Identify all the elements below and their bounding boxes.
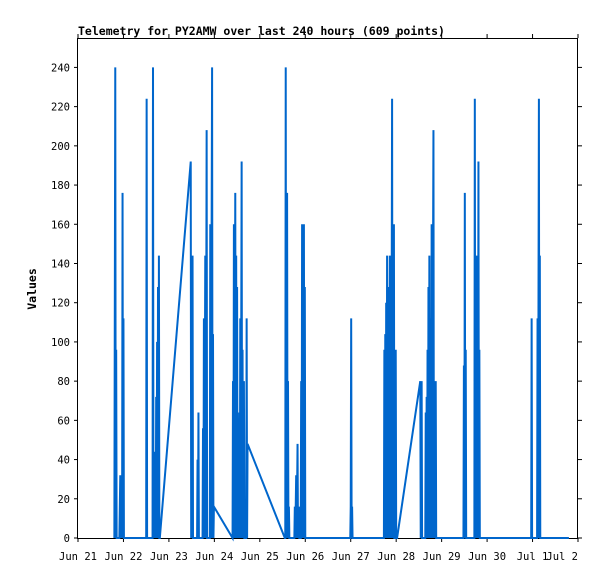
y-tick-label: 120: [51, 298, 70, 310]
y-axis-label: Values: [25, 268, 39, 310]
y-tick-label: 200: [51, 141, 70, 153]
y-tick-label: 40: [57, 455, 70, 467]
y-tick-label: 100: [51, 337, 70, 349]
y-tick-label: 20: [57, 494, 70, 506]
x-tick-label: Jun 22: [104, 551, 142, 563]
y-tick-label: 140: [51, 258, 70, 270]
y-axis: 0 20 40 60 80 100 120 140 160 180 200 220 240: [51, 62, 582, 545]
y-tick-label: 0: [64, 533, 70, 545]
x-tick-label: Jun 23: [150, 551, 188, 563]
chart-title: Telemetry for PY2AMW over last 240 hours…: [78, 24, 445, 38]
x-tick-label: Jun 25: [241, 551, 279, 563]
y-tick-label: 180: [51, 180, 70, 192]
plot-area: [77, 38, 578, 539]
x-tick-label: Jun 26: [286, 551, 324, 563]
series-line: [113, 67, 569, 542]
series-layer: [113, 67, 569, 542]
x-axis: Jun 21 Jun 22 Jun 23 Jun 24 Jun 25 Jun 26 Jun …: [59, 34, 579, 563]
x-tick-label: Jun 27: [332, 551, 370, 563]
y-tick-label: 80: [57, 376, 70, 388]
y-tick-label: 60: [57, 415, 70, 427]
x-tick-label: Jun 24: [195, 551, 233, 563]
x-tick-label: Jul 2: [546, 551, 578, 563]
y-tick-label: 160: [51, 219, 70, 231]
y-tick-label: 220: [51, 102, 70, 114]
x-tick-label: Jun 28: [377, 551, 415, 563]
x-tick-label: Jun 21: [59, 551, 97, 563]
x-tick-label: Jun 29: [423, 551, 461, 563]
y-tick-label: 240: [51, 62, 70, 74]
x-tick-label: Jun 30: [468, 551, 506, 563]
x-tick-label: Jul 1: [517, 551, 549, 563]
